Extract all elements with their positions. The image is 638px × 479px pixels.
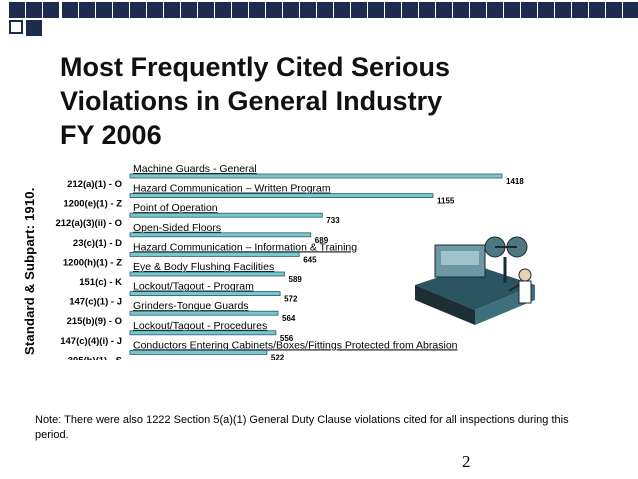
deco-square <box>266 2 282 18</box>
deco-square <box>130 2 146 18</box>
bar-description-label: Conductors Entering Cabinets/Boxes/Fitti… <box>133 339 458 351</box>
deco-square <box>113 2 129 18</box>
title-line-1: Most Frequently Cited Serious <box>60 52 451 82</box>
deco-square <box>164 2 180 18</box>
deco-square <box>368 2 384 18</box>
deco-square <box>555 2 571 18</box>
bar <box>129 173 503 179</box>
value-label: 733 <box>326 216 340 225</box>
deco-square <box>351 2 367 18</box>
bar <box>129 212 323 218</box>
category-label: 1200(e)(1) - Z <box>63 199 122 210</box>
deco-square <box>453 2 469 18</box>
deco-square <box>249 2 265 18</box>
bar <box>129 232 312 238</box>
value-label: 572 <box>284 295 298 304</box>
deco-square <box>419 2 435 18</box>
page-number: 2 <box>462 452 471 471</box>
deco-square <box>198 2 214 18</box>
bar-chart: 212(a)(1) - O Machine Guards - General 141… <box>55 163 524 360</box>
category-label: 151(c) - K <box>79 277 122 288</box>
title-line-2: Violations in General Industry <box>60 86 443 116</box>
category-label: 305(b)(1) - S <box>68 355 122 360</box>
category-label: 147(c)(4)(i) - J <box>60 336 122 347</box>
value-label: 1155 <box>437 197 455 206</box>
bar-description-label: Open-Sided Floors <box>133 222 221 234</box>
category-label: 1200(h)(1) - Z <box>63 257 122 268</box>
deco-square <box>589 2 605 18</box>
deco-square <box>43 2 59 18</box>
bar-description-label: Lockout/Tagout - Program <box>133 281 254 293</box>
deco-square <box>402 2 418 18</box>
value-label: 589 <box>289 275 303 284</box>
bar-description-label: Point of Operation <box>133 202 218 214</box>
deco-square <box>487 2 503 18</box>
bar <box>129 330 277 336</box>
value-label: 689 <box>315 236 329 245</box>
deco-square <box>436 2 452 18</box>
footnote: Note: There were also 1222 Section 5(a)(… <box>35 414 569 441</box>
deco-square <box>215 2 231 18</box>
category-label: 212(a)(3)(ii) - O <box>55 218 122 229</box>
deco-square <box>504 2 520 18</box>
value-label: 564 <box>282 314 296 323</box>
bar-description-label: Grinders-Tongue Guards <box>133 300 249 312</box>
bar <box>129 310 279 316</box>
bar-description-label: Lockout/Tagout - Procedures <box>133 320 267 332</box>
deco-square <box>334 2 350 18</box>
deco-square <box>26 2 42 18</box>
deco-square <box>385 2 401 18</box>
deco-square <box>9 2 25 18</box>
bar <box>129 349 268 355</box>
category-label: 23(c)(1) - D <box>73 238 122 249</box>
deco-square <box>26 20 42 36</box>
deco-square <box>147 2 163 18</box>
slide-title: Most Frequently Cited Serious Violations… <box>60 50 530 152</box>
bar-description-label: Machine Guards - General <box>133 163 257 175</box>
deco-square <box>606 2 622 18</box>
decorative-squares <box>0 0 638 40</box>
deco-square <box>79 2 95 18</box>
category-label: 212(a)(1) - O <box>67 179 122 190</box>
title-line-3: FY 2006 <box>60 120 162 150</box>
deco-square <box>521 2 537 18</box>
bar <box>129 291 281 297</box>
deco-square <box>538 2 554 18</box>
value-label: 556 <box>280 334 294 343</box>
bar-description-label: Hazard Communication – Written Program <box>133 183 331 195</box>
deco-square <box>181 2 197 18</box>
deco-square <box>317 2 333 18</box>
deco-square <box>623 2 638 18</box>
industrial-machine-worker-icon <box>415 236 535 325</box>
deco-square <box>96 2 112 18</box>
bar <box>129 252 300 257</box>
deco-square <box>300 2 316 18</box>
deco-square <box>283 2 299 18</box>
bar <box>129 271 285 277</box>
bar-description-label: Hazard Communication – Information & Tra… <box>133 241 357 253</box>
value-label: 645 <box>303 255 317 264</box>
bar <box>129 193 434 198</box>
value-label: 1418 <box>506 177 524 186</box>
value-label: 522 <box>271 353 285 360</box>
deco-square <box>62 2 78 18</box>
bar-description-label: Eye & Body Flushing Facilities <box>133 261 274 273</box>
category-label: 215(b)(9) - O <box>67 316 122 327</box>
deco-square <box>470 2 486 18</box>
category-label: 147(c)(1) - J <box>69 297 122 308</box>
deco-square <box>572 2 588 18</box>
deco-square <box>9 20 23 34</box>
deco-square <box>232 2 248 18</box>
